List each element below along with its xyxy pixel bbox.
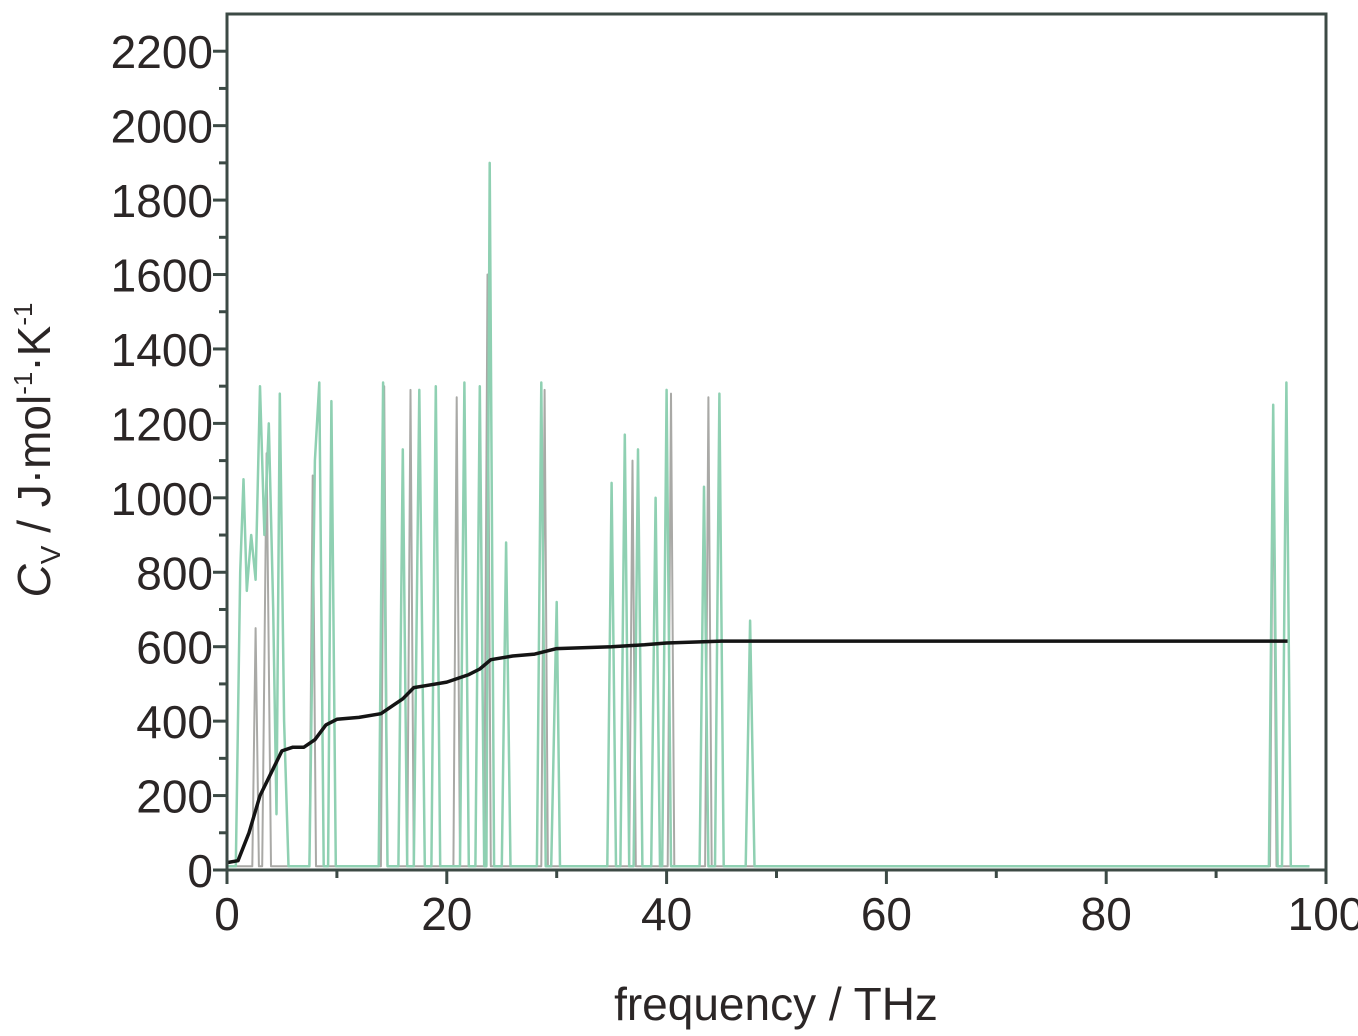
y-tick-label: 1800 [111, 175, 213, 227]
y-tick-label: 800 [136, 547, 213, 599]
series-line [227, 161, 1310, 868]
y-tick-label: 1200 [111, 398, 213, 450]
x-tick-label: 80 [1081, 888, 1132, 940]
y-label-part: -1 [8, 303, 38, 326]
y-tick-label: 600 [136, 622, 213, 674]
x-axis-label: frequency / THz [614, 978, 938, 1030]
y-tick-label: 1600 [111, 250, 213, 302]
y-tick-label: 2200 [111, 26, 213, 78]
y-label-part: ·K [8, 325, 60, 371]
y-axis-label: CV / J·mol-1·K-1 [8, 303, 66, 598]
x-tick-label: 100 [1288, 888, 1358, 940]
x-tick-label: 40 [641, 888, 692, 940]
plot-frame [225, 12, 1328, 872]
y-tick-label: 1400 [111, 324, 213, 376]
y-label-part: / J·mol [8, 395, 60, 546]
y-label-part: V [35, 545, 66, 564]
series-line [226, 639, 1288, 865]
series-line [227, 273, 1310, 868]
x-tick-label: 0 [214, 888, 240, 940]
x-tick-label: 20 [421, 888, 472, 940]
y-label-part: -1 [8, 372, 38, 395]
x-tick-label: 60 [861, 888, 912, 940]
y-label-part: C [8, 563, 60, 597]
y-tick-label: 400 [136, 696, 213, 748]
y-tick-label: 2000 [111, 101, 213, 153]
y-tick-label: 1000 [111, 473, 213, 525]
y-tick-label: 0 [187, 845, 213, 897]
y-tick-label: 200 [136, 771, 213, 823]
